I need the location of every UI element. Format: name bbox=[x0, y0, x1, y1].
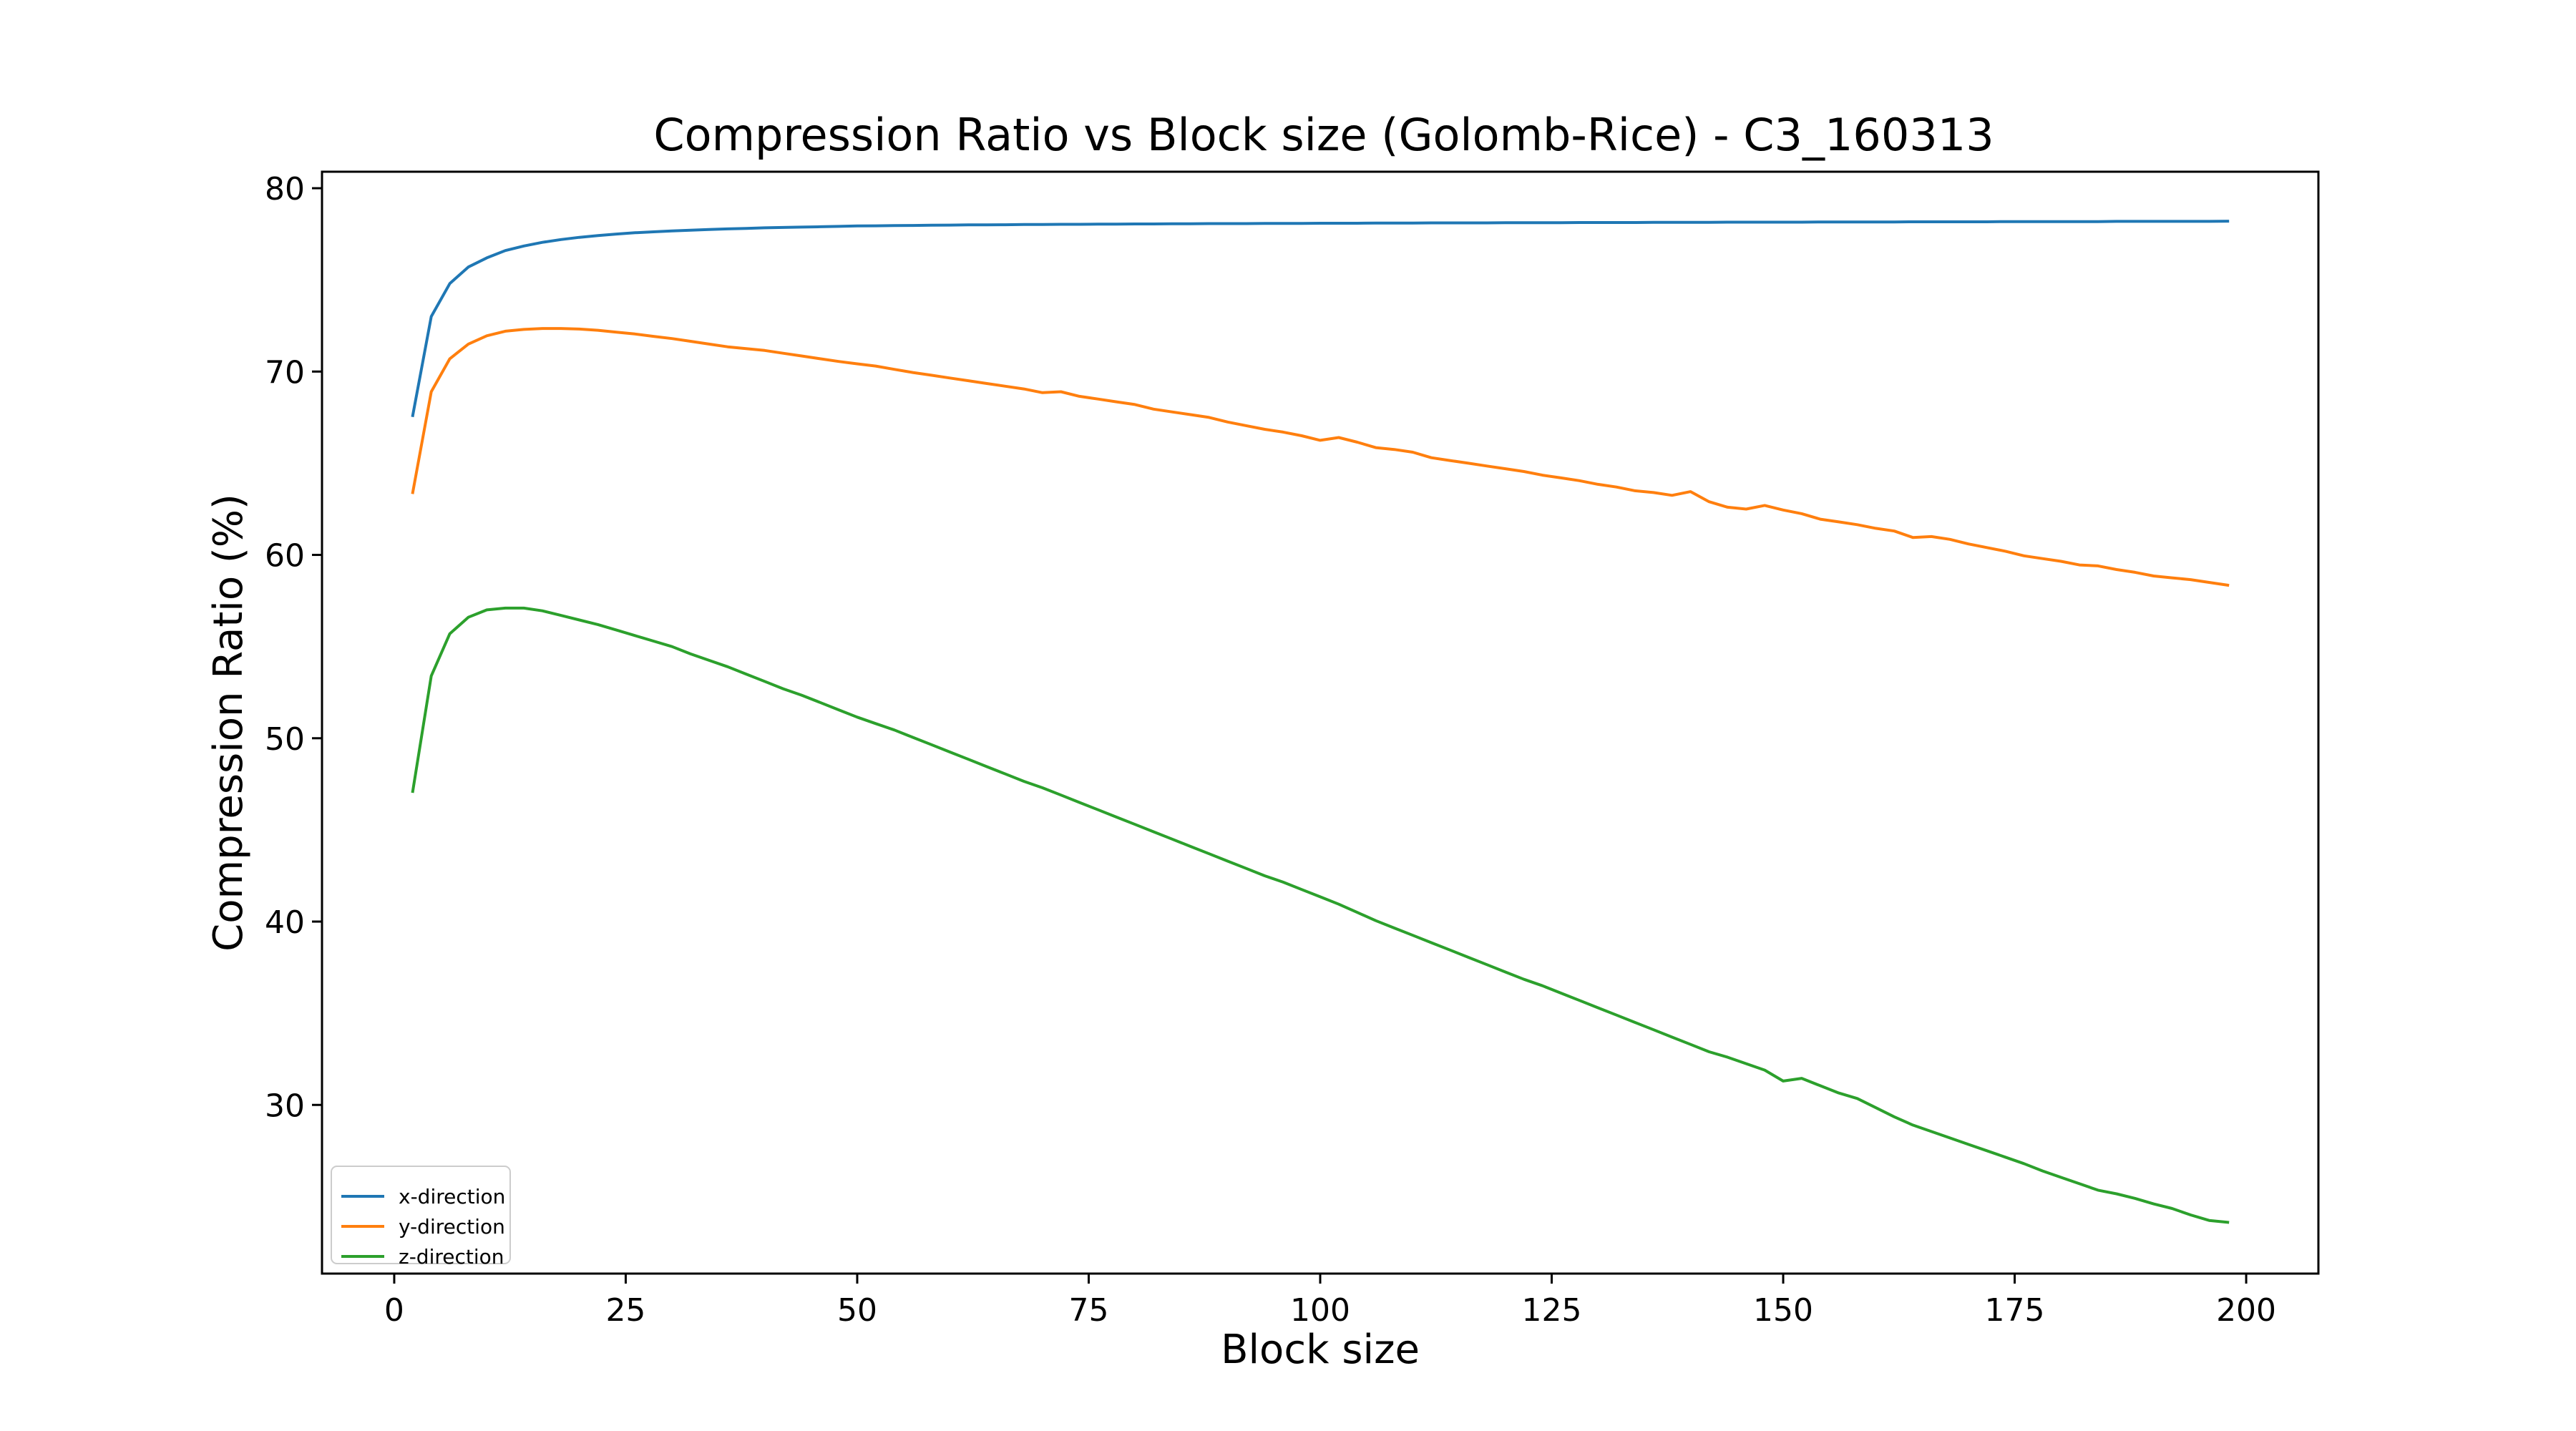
y-tick-label: 30 bbox=[265, 1088, 305, 1124]
x-tick-label: 100 bbox=[1290, 1292, 1350, 1329]
y-axis-label: Compression Ratio (%) bbox=[205, 494, 252, 952]
y-tick-label: 40 bbox=[265, 904, 305, 941]
x-tick-label: 150 bbox=[1753, 1292, 1813, 1329]
series-line-z-direction bbox=[411, 606, 2230, 1224]
x-tick-label: 200 bbox=[2216, 1292, 2276, 1329]
series-line-x-direction bbox=[411, 220, 2230, 418]
x-tick-label: 25 bbox=[605, 1292, 645, 1329]
legend-label-x-direction: x-direction bbox=[399, 1185, 505, 1208]
x-tick-label: 125 bbox=[1522, 1292, 1582, 1329]
x-tick-label: 175 bbox=[1985, 1292, 2045, 1329]
legend-entries: x-direction y-direction z-direction bbox=[341, 1185, 505, 1269]
x-tick-label: 50 bbox=[837, 1292, 877, 1329]
x-tick-label: 75 bbox=[1068, 1292, 1108, 1329]
plot-lines bbox=[411, 220, 2230, 1224]
y-tick-label: 50 bbox=[265, 721, 305, 758]
legend-box bbox=[331, 1166, 511, 1264]
x-axis-label: Block size bbox=[1221, 1327, 1420, 1373]
y-tick-label: 80 bbox=[265, 171, 305, 207]
y-axis-ticks: 30 40 50 60 70 80 bbox=[265, 171, 322, 1124]
x-axis-ticks: 0 25 50 75 100 125 150 175 200 bbox=[384, 1274, 2276, 1329]
y-tick-label: 60 bbox=[265, 538, 305, 575]
legend-label-y-direction: y-direction bbox=[399, 1215, 505, 1239]
series-line-y-direction bbox=[411, 327, 2230, 587]
y-tick-label: 70 bbox=[265, 354, 305, 391]
x-tick-label: 0 bbox=[384, 1292, 404, 1329]
legend: x-direction y-direction z-direction bbox=[331, 1166, 511, 1269]
chart-title: Compression Ratio vs Block size (Golomb-… bbox=[653, 109, 1994, 161]
legend-label-z-direction: z-direction bbox=[399, 1245, 504, 1269]
plot-frame bbox=[321, 170, 2320, 1275]
